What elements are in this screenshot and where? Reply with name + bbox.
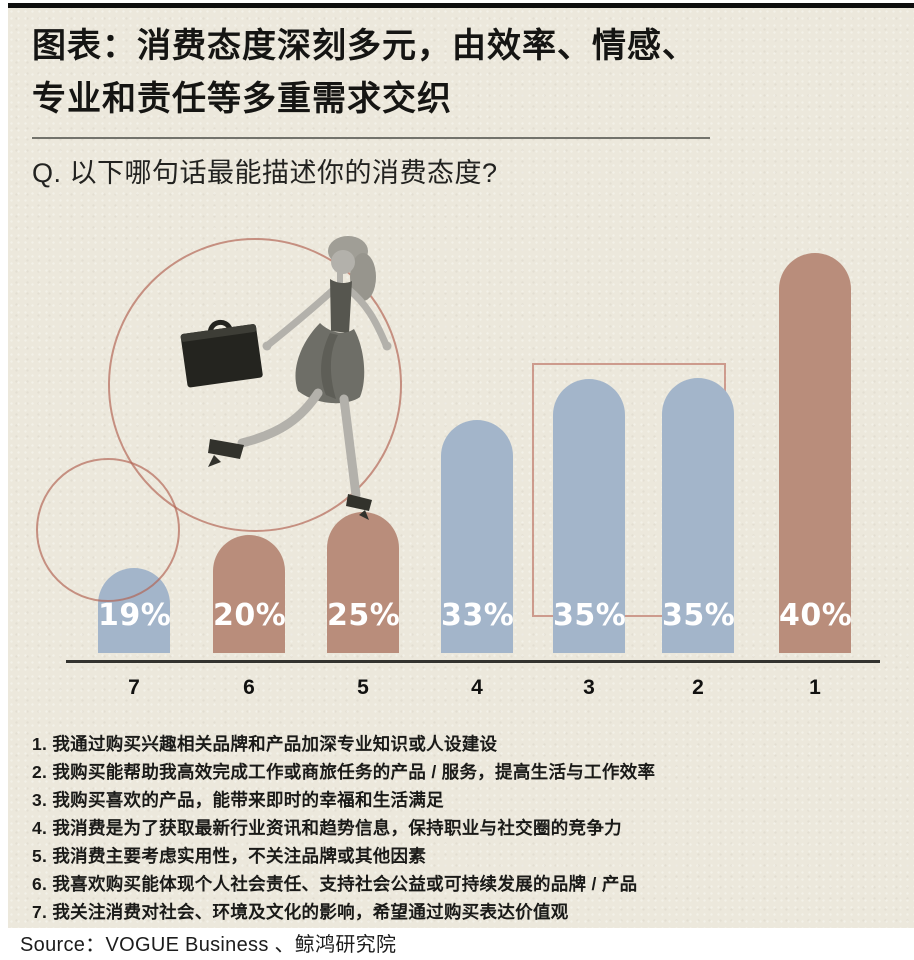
answer-key-item: 2. 我购买能帮助我高效完成工作或商旅任务的产品 / 服务，提高生活与工作效率 [32, 762, 656, 782]
shoe-back [208, 439, 244, 459]
answer-key-item: 1. 我通过购买兴趣相关品牌和产品加深专业知识或人设建设 [32, 734, 498, 754]
page-title: 图表：消费态度深刻多元，由效率、情感、 专业和责任等多重需求交织 [32, 20, 832, 126]
arm-front [264, 287, 336, 349]
x-axis-line [66, 660, 880, 663]
title-line-1: 图表：消费态度深刻多元，由效率、情感、 [32, 27, 697, 65]
leg-front [339, 394, 361, 500]
x-tick-5: 5 [357, 676, 369, 699]
bar-option-4: 33% [441, 420, 515, 653]
answer-key-list: 1. 我通过购买兴趣相关品牌和产品加深专业知识或人设建设 2. 我购买能帮助我高… [32, 730, 872, 926]
bar-value-label: 35% [662, 598, 736, 633]
answer-key-item: 6. 我喜欢购买能体现个人社会责任、支持社会公益或可持续发展的品牌 / 产品 [32, 874, 638, 894]
x-tick-3: 3 [583, 676, 595, 699]
bar-value-label: 40% [779, 598, 853, 633]
bar-option-6: 20% [213, 535, 287, 653]
bar-value-label: 20% [213, 598, 287, 633]
answer-key-item: 5. 我消费主要考虑实用性，不关注品牌或其他因素 [32, 846, 427, 866]
x-tick-1: 1 [809, 676, 821, 699]
source-attribution: Source：VOGUE Business 、鲸鸿研究院 [20, 928, 880, 957]
x-tick-4: 4 [471, 676, 483, 699]
bar-value-label: 35% [553, 598, 627, 633]
briefcase-icon [180, 320, 263, 388]
shoe-front [346, 494, 372, 511]
x-tick-6: 6 [243, 676, 255, 699]
hair-flow [350, 253, 376, 301]
arm-back [344, 285, 390, 349]
answer-key-item: 4. 我消费是为了获取最新行业资讯和趋势信息，保持职业与社交圈的竞争力 [32, 818, 622, 838]
bar-option-1: 40% [779, 253, 853, 653]
title-divider [32, 137, 710, 139]
jumping-woman-figure [180, 236, 392, 520]
bar-option-2: 35% [662, 378, 736, 653]
bar-value-label: 19% [98, 598, 172, 633]
answer-key-item: 3. 我购买喜欢的产品，能带来即时的幸福和生活满足 [32, 790, 444, 810]
bar-option-3: 35% [553, 379, 627, 653]
x-tick-2: 2 [692, 676, 704, 699]
bar-option-5: 25% [327, 512, 401, 653]
title-line-2: 专业和责任等多重需求交织 [32, 80, 452, 118]
dress-bodice [330, 279, 352, 333]
bar-value-label: 25% [327, 598, 401, 633]
answer-key-item: 7. 我关注消费对社会、环境及文化的影响，希望通过购买表达价值观 [32, 902, 569, 922]
accent-circle-small [36, 458, 180, 602]
accent-circle-large [108, 238, 402, 532]
x-tick-7: 7 [128, 676, 140, 699]
leg-back [237, 388, 323, 448]
bar-value-label: 33% [441, 598, 515, 633]
head [331, 250, 355, 274]
survey-question: Q. 以下哪句话最能描述你的消费态度? [32, 158, 498, 188]
